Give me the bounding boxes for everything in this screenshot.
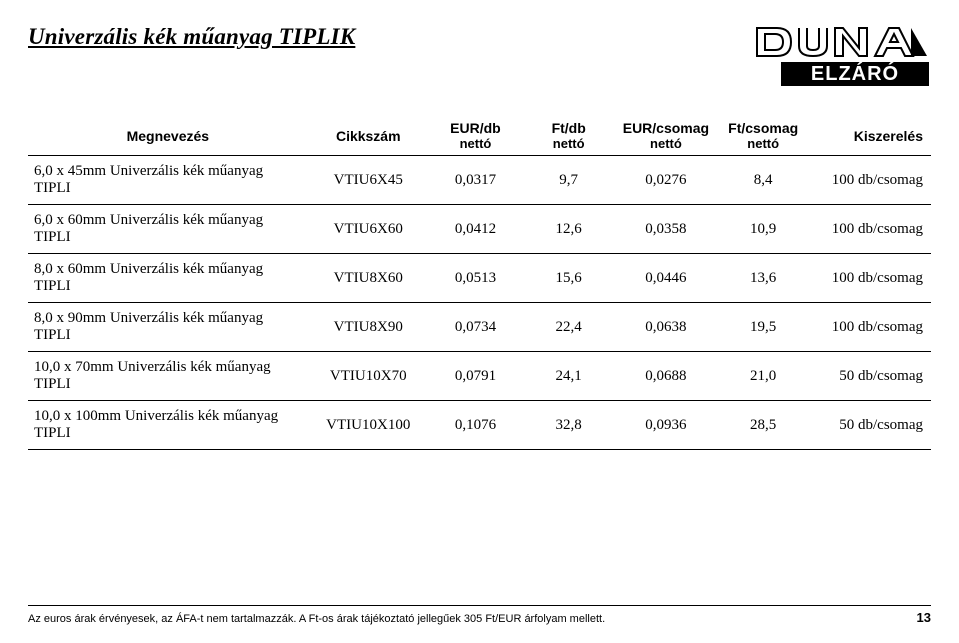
cell-name: 8,0 x 60mm Univerzális kék műanyag TIPLI xyxy=(28,254,308,303)
svg-text:ELZÁRÓ: ELZÁRÓ xyxy=(811,61,899,85)
cell-eurdb: 0,0317 xyxy=(429,156,522,205)
cell-kisz: 50 db/csomag xyxy=(810,352,931,401)
cell-ftcs: 10,9 xyxy=(717,205,810,254)
cell-eurdb: 0,0791 xyxy=(429,352,522,401)
cell-ftcs: 28,5 xyxy=(717,401,810,450)
cell-eurcs: 0,0936 xyxy=(615,401,716,450)
cell-kisz: 100 db/csomag xyxy=(810,303,931,352)
table-header: Megnevezés Cikkszám EUR/db nettó Ft/db n… xyxy=(28,116,931,156)
col-megnevezes: Megnevezés xyxy=(28,116,308,156)
cell-kisz: 50 db/csomag xyxy=(810,401,931,450)
cell-eurcs: 0,0638 xyxy=(615,303,716,352)
footer: Az euros árak érvényesek, az ÁFA-t nem t… xyxy=(28,605,931,625)
col-eur-cs-top: EUR/csomag xyxy=(623,120,709,136)
col-eur-db-sub: nettó xyxy=(435,136,516,151)
cell-name: 8,0 x 90mm Univerzális kék műanyag TIPLI xyxy=(28,303,308,352)
header: Univerzális kék műanyag TIPLIK ELZÁRÓ xyxy=(28,24,931,88)
cell-eurcs: 0,0276 xyxy=(615,156,716,205)
page-title: Univerzális kék műanyag TIPLIK xyxy=(28,24,355,50)
cell-eurdb: 0,0734 xyxy=(429,303,522,352)
col-cikkszam: Cikkszám xyxy=(308,116,429,156)
cell-eurdb: 0,0513 xyxy=(429,254,522,303)
cell-ftdb: 12,6 xyxy=(522,205,615,254)
cell-eurcs: 0,0446 xyxy=(615,254,716,303)
cell-cikk: VTIU10X70 xyxy=(308,352,429,401)
cell-ftdb: 22,4 xyxy=(522,303,615,352)
cell-kisz: 100 db/csomag xyxy=(810,156,931,205)
cell-cikk: VTIU6X60 xyxy=(308,205,429,254)
table-row: 8,0 x 60mm Univerzális kék műanyag TIPLI… xyxy=(28,254,931,303)
cell-ftcs: 19,5 xyxy=(717,303,810,352)
cell-ftcs: 13,6 xyxy=(717,254,810,303)
col-ft-db: Ft/db nettó xyxy=(522,116,615,156)
col-eur-cs: EUR/csomag nettó xyxy=(615,116,716,156)
col-ft-cs-top: Ft/csomag xyxy=(728,120,798,136)
cell-cikk: VTIU10X100 xyxy=(308,401,429,450)
cell-ftdb: 15,6 xyxy=(522,254,615,303)
cell-cikk: VTIU6X45 xyxy=(308,156,429,205)
cell-eurcs: 0,0688 xyxy=(615,352,716,401)
col-ft-db-top: Ft/db xyxy=(552,120,586,136)
table-body: 6,0 x 45mm Univerzális kék műanyag TIPLI… xyxy=(28,156,931,450)
table-row: 6,0 x 60mm Univerzális kék műanyag TIPLI… xyxy=(28,205,931,254)
table-row: 6,0 x 45mm Univerzális kék műanyag TIPLI… xyxy=(28,156,931,205)
cell-kisz: 100 db/csomag xyxy=(810,205,931,254)
col-ft-db-sub: nettó xyxy=(528,136,609,151)
footer-note: Az euros árak érvényesek, az ÁFA-t nem t… xyxy=(28,613,605,625)
cell-name: 10,0 x 70mm Univerzális kék műanyag TIPL… xyxy=(28,352,308,401)
col-eur-db-top: EUR/db xyxy=(450,120,501,136)
cell-ftdb: 32,8 xyxy=(522,401,615,450)
cell-eurdb: 0,1076 xyxy=(429,401,522,450)
cell-eurcs: 0,0358 xyxy=(615,205,716,254)
cell-kisz: 100 db/csomag xyxy=(810,254,931,303)
cell-ftcs: 8,4 xyxy=(717,156,810,205)
brand-logo: ELZÁRÓ xyxy=(751,24,931,88)
cell-name: 6,0 x 45mm Univerzális kék műanyag TIPLI xyxy=(28,156,308,205)
cell-ftcs: 21,0 xyxy=(717,352,810,401)
cell-name: 6,0 x 60mm Univerzális kék műanyag TIPLI xyxy=(28,205,308,254)
table-row: 10,0 x 100mm Univerzális kék műanyag TIP… xyxy=(28,401,931,450)
col-ft-cs-sub: nettó xyxy=(723,136,804,151)
col-eur-db: EUR/db nettó xyxy=(429,116,522,156)
cell-cikk: VTIU8X90 xyxy=(308,303,429,352)
col-eur-cs-sub: nettó xyxy=(621,136,710,151)
cell-ftdb: 9,7 xyxy=(522,156,615,205)
cell-eurdb: 0,0412 xyxy=(429,205,522,254)
page-number: 13 xyxy=(917,610,931,625)
table-row: 8,0 x 90mm Univerzális kék műanyag TIPLI… xyxy=(28,303,931,352)
price-table: Megnevezés Cikkszám EUR/db nettó Ft/db n… xyxy=(28,116,931,450)
cell-cikk: VTIU8X60 xyxy=(308,254,429,303)
col-ft-cs: Ft/csomag nettó xyxy=(717,116,810,156)
col-kiszereles: Kiszerelés xyxy=(810,116,931,156)
cell-name: 10,0 x 100mm Univerzális kék műanyag TIP… xyxy=(28,401,308,450)
table-row: 10,0 x 70mm Univerzális kék műanyag TIPL… xyxy=(28,352,931,401)
cell-ftdb: 24,1 xyxy=(522,352,615,401)
